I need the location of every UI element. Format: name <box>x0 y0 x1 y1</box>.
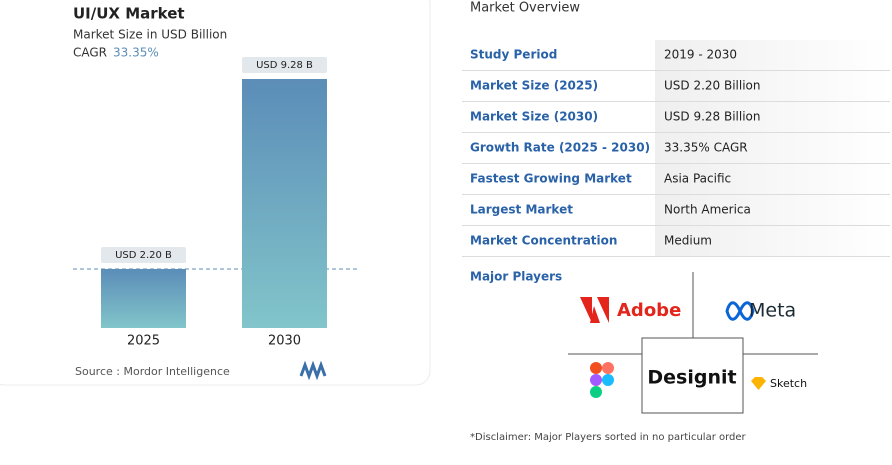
player: Sketch <box>770 377 807 390</box>
figma-dot <box>602 374 614 386</box>
player: Meta <box>749 300 796 322</box>
chart-title: UI/UX Market <box>73 5 185 23</box>
adobe-icon <box>580 297 609 323</box>
cagr-value: 33.35% <box>113 46 159 60</box>
row-bg <box>655 102 890 132</box>
figma-dot <box>602 362 614 374</box>
value-label-bg <box>242 57 327 73</box>
logo-mark <box>299 360 327 381</box>
cagr-label: CAGR <box>73 46 107 60</box>
value-label: USD 9.28 B <box>256 60 313 71</box>
figma-dot <box>590 386 602 398</box>
meta-icon <box>725 301 755 321</box>
row-value: USD 9.28 Billion <box>664 110 761 124</box>
chart-card <box>0 0 431 386</box>
row-bg <box>655 71 890 101</box>
row-bg <box>655 40 890 70</box>
row-label: Largest Market <box>470 203 573 217</box>
players-grid: Adobe Meta Designit Sketch <box>568 272 818 414</box>
row-value: North America <box>664 203 751 217</box>
row-label: Market Size (2030) <box>470 110 598 124</box>
bar <box>242 79 327 328</box>
x-tick-label: 2025 <box>127 334 160 349</box>
row-label: Study Period <box>470 48 557 62</box>
row-value: USD 2.20 Billion <box>664 79 761 93</box>
row-bg <box>655 164 890 194</box>
row-value: 33.35% CAGR <box>664 141 748 155</box>
value-label: USD 2.20 B <box>115 250 172 261</box>
player: Designit <box>647 367 736 389</box>
bar <box>101 268 186 328</box>
sketch-icon <box>751 377 766 390</box>
row-label: Market Size (2025) <box>470 79 598 93</box>
value-label-bg <box>101 246 186 263</box>
row-label: Market Concentration <box>470 234 617 248</box>
row-bg <box>655 133 890 163</box>
row-bg <box>655 226 890 256</box>
row-label: Growth Rate (2025 - 2030) <box>470 141 650 155</box>
designit-box <box>641 337 744 414</box>
mordor-logo <box>299 360 327 381</box>
overview-title: Market Overview <box>470 1 580 16</box>
figma-dot <box>590 374 602 386</box>
row-value: Medium <box>664 234 712 248</box>
row-value: 2019 - 2030 <box>664 48 737 62</box>
row-bg <box>655 195 890 225</box>
disclaimer: *Disclaimer: Major Players sorted in no … <box>470 432 747 443</box>
row-value: Asia Pacific <box>664 172 731 186</box>
figma-dot <box>590 362 602 374</box>
player: Adobe <box>617 300 681 321</box>
players-label: Major Players <box>470 270 562 284</box>
chart-subtitle: Market Size in USD Billion <box>73 28 227 42</box>
row-label: Fastest Growing Market <box>470 172 632 186</box>
source: Source : Mordor Intelligence <box>75 365 230 378</box>
x-tick-label: 2030 <box>268 334 301 349</box>
figma-icon <box>590 362 614 398</box>
